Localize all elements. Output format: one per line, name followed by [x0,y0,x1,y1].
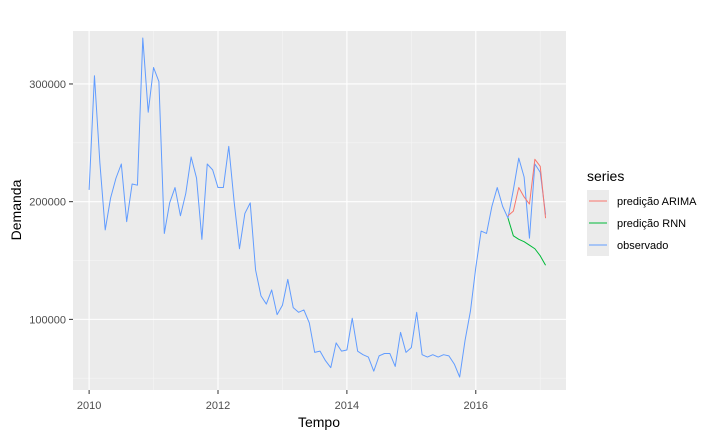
x-tick-label: 2014 [335,400,359,412]
major-gridlines [73,31,566,390]
y-tick-label: 200000 [29,197,66,209]
axis-ticks [69,83,477,394]
y-axis-title: Demanda [8,179,24,240]
series-line-observado [88,37,547,378]
y-tick-label: 300000 [29,79,66,91]
x-tick-label: 2016 [464,400,488,412]
legend-label-observado: observado [617,240,668,252]
x-axis-title: Tempo [298,414,340,430]
series-line-predicao-rnn [507,218,547,266]
legend: series predição ARIMA predição RNN observa… [587,168,697,256]
x-tick-label: 2010 [77,400,101,412]
minor-gridlines [73,31,566,390]
plot-panel [73,31,566,390]
series-line-predicao-arima [507,158,547,219]
legend-label-predicao-arima: predição ARIMA [617,196,697,208]
series-lines [88,37,547,378]
legend-title: series [587,168,624,184]
tick-labels: 2010 2012 2014 2016 100000 200000 300000 [29,79,488,412]
legend-label-predicao-rnn: predição RNN [617,218,686,230]
y-tick-label: 100000 [29,314,66,326]
x-tick-label: 2012 [206,400,230,412]
legend-items: predição ARIMA predição RNN observado [587,190,697,256]
